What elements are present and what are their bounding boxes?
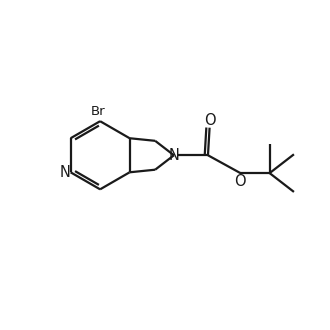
Text: N: N bbox=[169, 148, 180, 163]
Text: Br: Br bbox=[91, 105, 106, 118]
Text: O: O bbox=[204, 113, 215, 128]
Text: N: N bbox=[59, 165, 70, 180]
Text: O: O bbox=[234, 174, 246, 189]
